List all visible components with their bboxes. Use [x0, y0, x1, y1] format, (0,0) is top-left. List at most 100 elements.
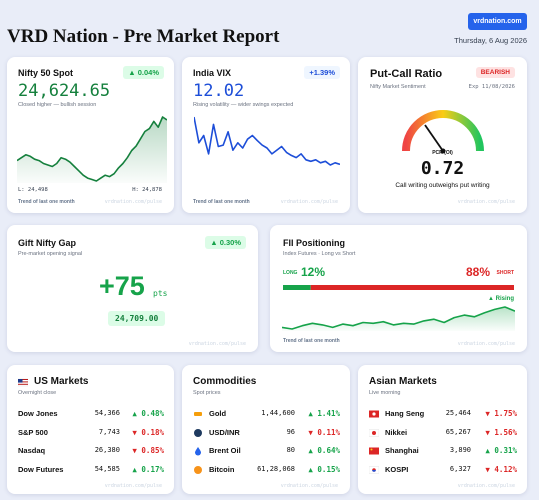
long-label: LONG [283, 270, 298, 276]
watermark: vrdnation.com/pulse [104, 483, 162, 489]
row-value: 26,380 [94, 446, 120, 454]
pcr-card: Put-Call Ratio BEARISH Nifty Market Sent… [358, 57, 527, 213]
row-value: 1,44,600 [261, 409, 295, 417]
row-value: 3,890 [449, 446, 471, 454]
row-change: ▲ 0.48% [132, 409, 164, 418]
row-name: Bitcoin [209, 464, 235, 474]
row-name: Nikkei [385, 427, 408, 437]
card-title: Gift Nifty Gap [18, 238, 76, 248]
icon [195, 447, 201, 456]
gauge-hub [440, 148, 446, 154]
icon-shape [370, 448, 373, 451]
watermark: vrdnation.com/pulse [457, 483, 515, 489]
row-change: ▼ 4.12% [485, 464, 517, 474]
row-value: 96 [286, 427, 295, 436]
row-name: Nasdaq [18, 446, 46, 455]
gift-level: 24,709.00 [108, 311, 166, 326]
spot-value: 24,624.65 [18, 81, 111, 101]
page-title: VRD Nation - Pre Market Report [7, 26, 280, 47]
note: Call writing outweighs put writing [395, 182, 490, 189]
icon-shape [194, 412, 202, 416]
trend-area [282, 307, 515, 331]
row-change: ▼ 0.85% [132, 446, 164, 455]
split-bar [283, 285, 514, 290]
high: H: 24,878 [132, 187, 162, 193]
change-badge: ▲ 0.30% [205, 236, 246, 249]
sparkline [17, 116, 167, 183]
sentiment-badge: BEARISH [475, 67, 515, 78]
icon [194, 428, 202, 437]
icon-shape [369, 447, 379, 455]
row-value: 65,267 [445, 427, 471, 436]
row-change: ▼ 0.18% [132, 427, 164, 437]
watermark: vrdnation.com/pulse [280, 483, 338, 489]
row-name: Shanghai [385, 446, 419, 455]
trend-label: ▲ Rising [488, 296, 514, 302]
card-subtitle: Live morning [369, 390, 401, 396]
row-value: 61,28,068 [257, 464, 295, 473]
icon [369, 428, 379, 437]
icon [369, 447, 379, 455]
sparkline [282, 306, 515, 331]
row-name: S&P 500 [18, 427, 48, 437]
watermark: vrdnation.com/pulse [457, 199, 515, 205]
trend-area [17, 117, 167, 183]
split-segment [310, 285, 514, 290]
change-badge: ▲ 0.04% [123, 66, 164, 79]
card-title: India VIX [193, 68, 232, 78]
row-change: ▼ 0.11% [308, 427, 340, 437]
row-name: Gold [209, 409, 227, 418]
icon-shape [18, 379, 28, 380]
note: Rising volatility — wider swings expecte… [193, 102, 294, 108]
pcr-value: 0.72 [420, 158, 465, 179]
gauge-needle [424, 124, 444, 152]
gap-value: +75 [99, 271, 145, 301]
row-name: Dow Jones [18, 409, 58, 418]
icon [18, 378, 28, 387]
subtitle: Pre-market opening signal [18, 251, 83, 257]
gauge-arc [402, 110, 484, 152]
sparkline [194, 116, 340, 166]
gauge [402, 110, 484, 154]
gauge-label: PCR (OI) [432, 150, 453, 156]
row-value: 25,464 [445, 409, 471, 417]
footer: Trend of last one month [18, 199, 75, 205]
short-label: SHORT [496, 270, 515, 276]
card-subtitle: Overnight close [18, 390, 57, 396]
icon-shape [18, 383, 28, 385]
row-change: ▲ 0.15% [308, 464, 340, 474]
vix-card: India VIX +1.39% 12.02 Rising volatility… [182, 57, 350, 213]
note: Closed higher — bullish session [18, 102, 97, 108]
site-link[interactable]: vrdnation.com [468, 13, 527, 30]
split-segment [283, 285, 311, 290]
watermark: vrdnation.com/pulse [457, 341, 515, 347]
row-value: 7,743 [98, 427, 120, 436]
icon-shape [18, 381, 28, 383]
row-name: Brent Oil [209, 446, 241, 455]
icon-shape [194, 428, 202, 437]
icon-shape [372, 430, 376, 435]
row-change: ▲ 1.41% [308, 409, 340, 418]
row-value: 54,366 [94, 409, 120, 417]
nifty-card: Nifty 50 Spot ▲ 0.04% 24,624.65 Closed h… [7, 57, 174, 213]
icon-shape [372, 469, 376, 472]
watermark: vrdnation.com/pulse [188, 341, 246, 347]
short-value: 88% [465, 265, 490, 279]
row-change: ▲ 0.31% [485, 446, 517, 455]
watermark: vrdnation.com/pulse [104, 199, 162, 205]
icon [194, 465, 202, 474]
footer: Trend of last one month [283, 338, 340, 344]
icon [369, 410, 379, 418]
market-card: Asian Markets Live morning Hang Seng 25,464… [358, 365, 527, 494]
row-value: 80 [286, 446, 295, 454]
card-title: Asian Markets [369, 376, 437, 387]
low: L: 24,498 [18, 187, 48, 193]
row-name: KOSPI [385, 464, 409, 474]
row-value: 6,327 [449, 464, 471, 473]
expiry: Exp 11/08/2026 [468, 84, 515, 90]
card-subtitle: Spot prices [193, 390, 221, 396]
long-value: 12% [301, 265, 326, 279]
row-value: 54,585 [94, 464, 120, 473]
card-title: FII Positioning [283, 238, 345, 248]
